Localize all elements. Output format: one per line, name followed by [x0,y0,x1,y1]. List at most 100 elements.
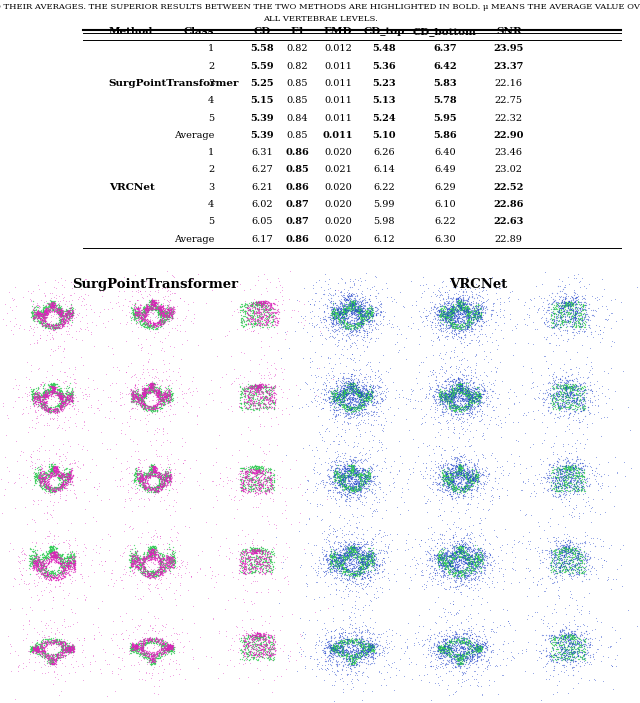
Point [42,561,52,572]
Point [458,298,468,309]
Point [253,628,263,640]
Point [129,557,140,569]
Point [455,302,465,314]
Point [333,391,343,402]
Point [447,460,458,471]
Point [334,475,344,486]
Point [262,559,273,570]
Point [139,401,149,412]
Point [248,640,258,651]
Point [452,657,463,669]
Point [446,467,456,479]
Point [63,553,73,564]
Point [348,324,358,335]
Point [603,368,613,379]
Point [472,477,482,488]
Point [490,316,500,328]
Point [260,473,271,484]
Point [155,307,165,318]
Point [65,277,76,288]
Point [564,652,574,664]
Point [265,643,275,654]
Point [165,303,175,314]
Point [168,553,179,565]
Point [360,560,370,571]
Point [328,652,338,663]
Point [358,475,369,486]
Point [356,393,367,404]
Point [46,305,56,316]
Point [40,401,51,413]
Point [365,478,375,489]
Point [151,387,161,399]
Point [162,554,172,565]
Point [572,553,582,564]
Point [145,460,156,471]
Point [361,640,371,652]
Point [134,475,145,486]
Point [355,636,365,647]
Point [339,471,349,482]
Point [337,481,347,492]
Point [465,394,476,405]
Point [135,480,145,491]
Point [561,392,571,403]
Point [148,378,158,389]
Point [467,299,477,310]
Point [56,558,67,569]
Point [53,405,63,416]
Point [454,464,465,475]
Point [170,408,180,419]
Point [436,498,447,509]
Point [561,486,571,497]
Point [563,568,573,579]
Point [138,312,148,323]
Point [363,393,373,404]
Point [301,483,312,494]
Point [68,645,78,657]
Point [560,461,570,472]
Point [352,318,362,329]
Point [138,641,148,652]
Point [442,654,452,665]
Point [38,561,49,572]
Point [371,390,381,401]
Point [130,639,140,650]
Point [371,271,381,283]
Point [293,316,303,328]
Point [337,647,347,658]
Point [475,467,485,478]
Point [243,567,253,579]
Point [326,640,336,651]
Point [134,644,145,655]
Point [49,657,60,669]
Point [440,635,451,646]
Point [473,385,483,396]
Point [257,565,268,576]
Point [557,639,567,650]
Point [60,397,70,408]
Point [47,384,58,395]
Point [326,548,336,559]
Point [461,642,472,653]
Point [444,467,454,479]
Point [360,389,370,401]
Point [573,484,584,495]
Point [140,302,150,313]
Point [547,394,557,405]
Point [327,641,337,652]
Point [447,477,457,488]
Point [335,394,346,405]
Point [363,307,373,318]
Point [146,551,156,562]
Point [250,297,260,308]
Point [247,642,257,653]
Point [162,388,172,399]
Point [546,471,556,482]
Point [31,646,42,657]
Point [253,556,264,567]
Point [49,322,60,333]
Point [361,470,371,481]
Point [263,583,273,594]
Point [465,475,475,486]
